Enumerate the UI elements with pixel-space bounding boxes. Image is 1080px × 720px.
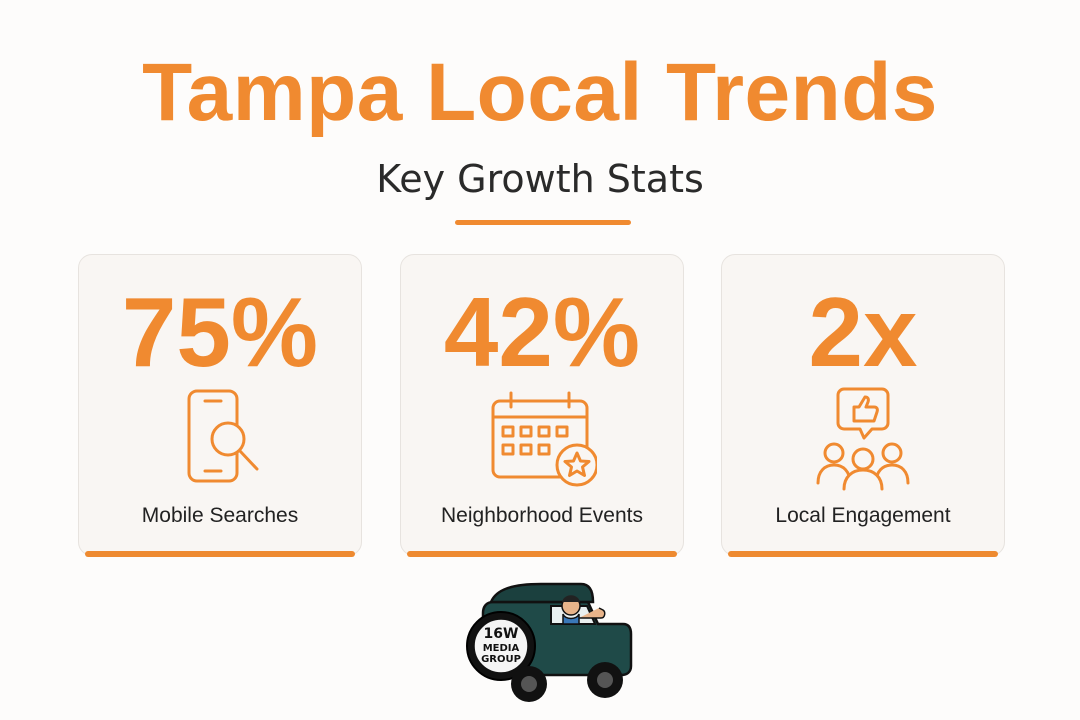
community-like-icon <box>816 387 910 491</box>
page-subtitle: Key Growth Stats <box>376 157 704 201</box>
stat-card-mobile-searches: 75% Mobile Searches <box>78 254 362 557</box>
stat-card-neighborhood-events: 42% Neighborhood Events <box>400 254 684 557</box>
page-title: Tampa Local Trends <box>142 47 938 138</box>
stat-value: 2x <box>808 277 918 387</box>
stat-label: Neighborhood Events <box>441 504 643 527</box>
logo-text-line2: MEDIA <box>483 643 520 654</box>
stat-label: Mobile Searches <box>141 504 299 527</box>
stat-value: 75% <box>121 277 319 387</box>
stat-label: Local Engagement <box>775 504 951 527</box>
calendar-star-icon <box>491 391 597 487</box>
card-accent-bar <box>407 551 677 557</box>
title-divider <box>455 220 631 225</box>
stat-card-local-engagement: 2x Local Engagement <box>721 254 1005 557</box>
logo-text-line3: GROUP <box>481 654 521 665</box>
card-accent-bar <box>85 551 355 557</box>
company-logo: 16W MEDIA GROUP <box>466 582 633 702</box>
stat-value: 42% <box>443 277 641 387</box>
card-accent-bar <box>728 551 998 557</box>
phone-search-icon <box>187 389 259 483</box>
logo-text-line1: 16W <box>484 626 519 642</box>
